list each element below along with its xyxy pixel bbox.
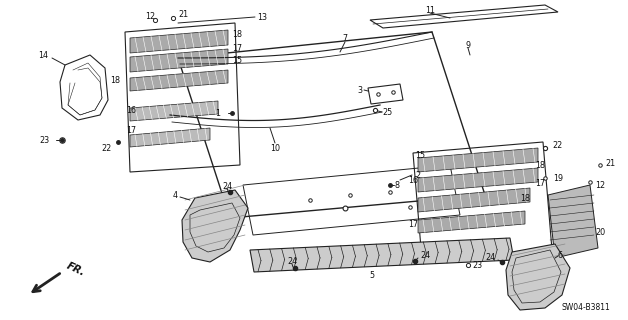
Text: 16: 16 (126, 106, 136, 115)
Text: 21: 21 (178, 10, 188, 19)
Text: 20: 20 (595, 228, 605, 236)
Text: 5: 5 (369, 270, 374, 279)
Text: 2: 2 (415, 171, 420, 180)
Text: 14: 14 (38, 51, 48, 60)
Text: 7: 7 (342, 34, 347, 43)
Text: 15: 15 (415, 150, 425, 159)
Polygon shape (418, 148, 538, 172)
Polygon shape (250, 238, 514, 272)
Text: 9: 9 (465, 41, 470, 50)
Polygon shape (418, 188, 530, 212)
Polygon shape (130, 30, 228, 53)
Polygon shape (418, 211, 525, 233)
Text: 24: 24 (287, 258, 297, 267)
Text: 25: 25 (382, 108, 392, 116)
Text: 18: 18 (110, 76, 120, 84)
Polygon shape (182, 190, 248, 262)
Polygon shape (130, 101, 218, 121)
Polygon shape (130, 128, 210, 147)
Text: 23: 23 (472, 260, 482, 269)
Text: 22: 22 (102, 143, 112, 153)
Text: 24: 24 (420, 252, 430, 260)
Text: 17: 17 (232, 44, 242, 52)
Polygon shape (130, 49, 228, 72)
Text: 3: 3 (357, 85, 362, 94)
Text: 1: 1 (215, 108, 220, 117)
Text: 16: 16 (408, 175, 418, 185)
Text: 17: 17 (535, 179, 545, 188)
Text: 12: 12 (595, 180, 605, 189)
Text: 22: 22 (552, 140, 562, 149)
Text: 15: 15 (232, 55, 242, 65)
Text: 17: 17 (408, 220, 418, 228)
Polygon shape (506, 244, 570, 310)
Text: 10: 10 (270, 143, 280, 153)
Text: 12: 12 (145, 12, 155, 20)
Polygon shape (130, 70, 228, 91)
Text: 4: 4 (173, 190, 178, 199)
Text: 18: 18 (520, 194, 530, 203)
Text: 21: 21 (605, 158, 615, 167)
Text: 8: 8 (395, 180, 400, 189)
Text: 24: 24 (486, 253, 496, 262)
Text: 6: 6 (558, 251, 563, 260)
Polygon shape (418, 168, 538, 192)
Text: 23: 23 (40, 135, 50, 145)
Text: 18: 18 (535, 161, 545, 170)
Text: 24: 24 (222, 181, 232, 190)
Polygon shape (548, 185, 598, 258)
Text: 18: 18 (232, 29, 242, 38)
Text: FR.: FR. (65, 260, 87, 278)
Text: 13: 13 (257, 12, 267, 21)
Text: 19: 19 (553, 173, 563, 182)
Text: 17: 17 (126, 125, 136, 134)
Text: SW04-B3811: SW04-B3811 (561, 303, 610, 312)
Text: 11: 11 (425, 5, 435, 14)
